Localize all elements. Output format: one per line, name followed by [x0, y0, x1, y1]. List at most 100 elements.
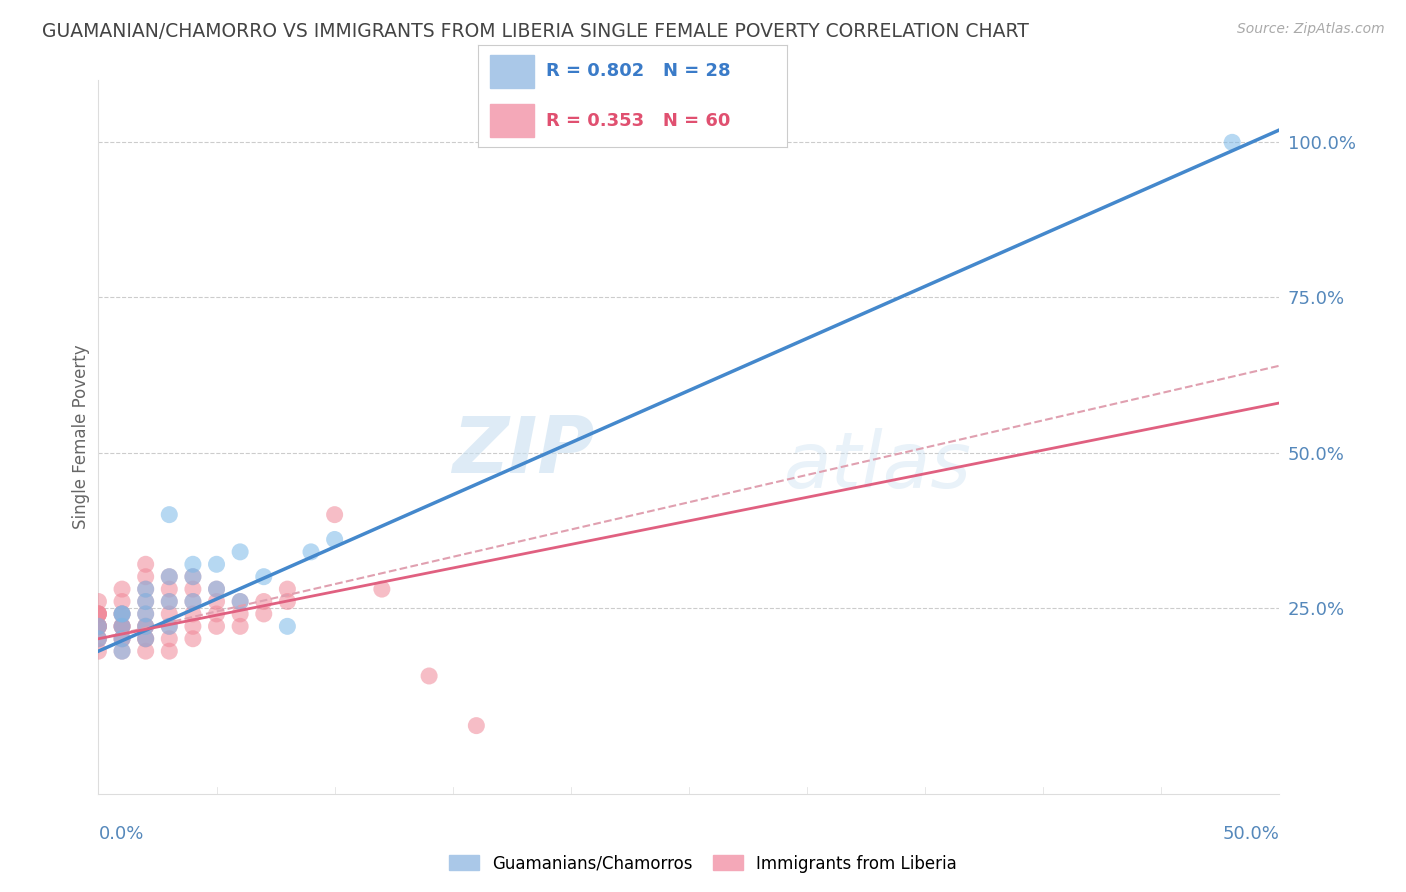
Point — [205, 607, 228, 621]
Point — [181, 619, 204, 633]
Point — [111, 644, 134, 658]
Point — [111, 632, 134, 646]
Point — [157, 619, 180, 633]
Point — [229, 594, 252, 608]
Point — [181, 594, 204, 608]
Point — [205, 582, 228, 596]
Point — [87, 632, 110, 646]
Point — [181, 594, 204, 608]
Point — [465, 718, 488, 732]
Point — [135, 619, 157, 633]
Text: R = 0.353   N = 60: R = 0.353 N = 60 — [546, 112, 731, 129]
Point — [157, 508, 180, 522]
Point — [205, 619, 228, 633]
Point — [111, 607, 134, 621]
Point — [111, 594, 134, 608]
Point — [111, 644, 134, 658]
Point — [229, 619, 252, 633]
Point — [299, 545, 322, 559]
Point — [135, 594, 157, 608]
Point — [87, 607, 110, 621]
Point — [181, 570, 204, 584]
Text: 0.0%: 0.0% — [98, 825, 143, 843]
FancyBboxPatch shape — [491, 55, 534, 87]
FancyBboxPatch shape — [491, 104, 534, 137]
Legend: Guamanians/Chamorros, Immigrants from Liberia: Guamanians/Chamorros, Immigrants from Li… — [443, 848, 963, 880]
Point — [111, 607, 134, 621]
Point — [1220, 136, 1243, 150]
Point — [111, 619, 134, 633]
Y-axis label: Single Female Poverty: Single Female Poverty — [72, 345, 90, 529]
Point — [181, 632, 204, 646]
Point — [253, 607, 276, 621]
Point — [181, 570, 204, 584]
Point — [181, 607, 204, 621]
Point — [157, 594, 180, 608]
Text: R = 0.802   N = 28: R = 0.802 N = 28 — [546, 62, 731, 80]
Point — [87, 619, 110, 633]
Point — [205, 582, 228, 596]
Point — [135, 594, 157, 608]
Point — [276, 594, 298, 608]
Point — [135, 619, 157, 633]
Point — [135, 582, 157, 596]
Point — [157, 607, 180, 621]
Point — [111, 632, 134, 646]
Point — [135, 632, 157, 646]
Text: atlas: atlas — [783, 427, 972, 504]
Point — [87, 594, 110, 608]
Point — [87, 632, 110, 646]
Point — [157, 619, 180, 633]
Point — [157, 632, 180, 646]
Point — [111, 619, 134, 633]
Point — [157, 570, 180, 584]
Text: GUAMANIAN/CHAMORRO VS IMMIGRANTS FROM LIBERIA SINGLE FEMALE POVERTY CORRELATION : GUAMANIAN/CHAMORRO VS IMMIGRANTS FROM LI… — [42, 22, 1029, 41]
Point — [181, 558, 204, 572]
Point — [157, 582, 180, 596]
Point — [87, 619, 110, 633]
Text: ZIP: ZIP — [453, 413, 595, 490]
Point — [157, 570, 180, 584]
Point — [229, 594, 252, 608]
Point — [323, 533, 346, 547]
Point — [87, 619, 110, 633]
Point — [135, 644, 157, 658]
Point — [229, 545, 252, 559]
Point — [205, 594, 228, 608]
Point — [87, 619, 110, 633]
Point — [276, 582, 298, 596]
Point — [276, 619, 298, 633]
Point — [135, 570, 157, 584]
Point — [253, 570, 276, 584]
Point — [253, 594, 276, 608]
Point — [157, 594, 180, 608]
Point — [418, 669, 440, 683]
Point — [87, 607, 110, 621]
Point — [135, 619, 157, 633]
Point — [135, 582, 157, 596]
Point — [87, 632, 110, 646]
Point — [135, 558, 157, 572]
Point — [111, 619, 134, 633]
Point — [157, 644, 180, 658]
Point — [229, 607, 252, 621]
Point — [181, 582, 204, 596]
Point — [135, 632, 157, 646]
Point — [87, 644, 110, 658]
Point — [87, 607, 110, 621]
Point — [205, 558, 228, 572]
Point — [111, 582, 134, 596]
Point — [111, 619, 134, 633]
Point — [135, 632, 157, 646]
Point — [87, 607, 110, 621]
Text: Source: ZipAtlas.com: Source: ZipAtlas.com — [1237, 22, 1385, 37]
Text: 50.0%: 50.0% — [1223, 825, 1279, 843]
Point — [371, 582, 394, 596]
Point — [87, 619, 110, 633]
Point — [111, 632, 134, 646]
Point — [323, 508, 346, 522]
Point — [135, 607, 157, 621]
Point — [111, 607, 134, 621]
Point — [111, 607, 134, 621]
Point — [135, 607, 157, 621]
